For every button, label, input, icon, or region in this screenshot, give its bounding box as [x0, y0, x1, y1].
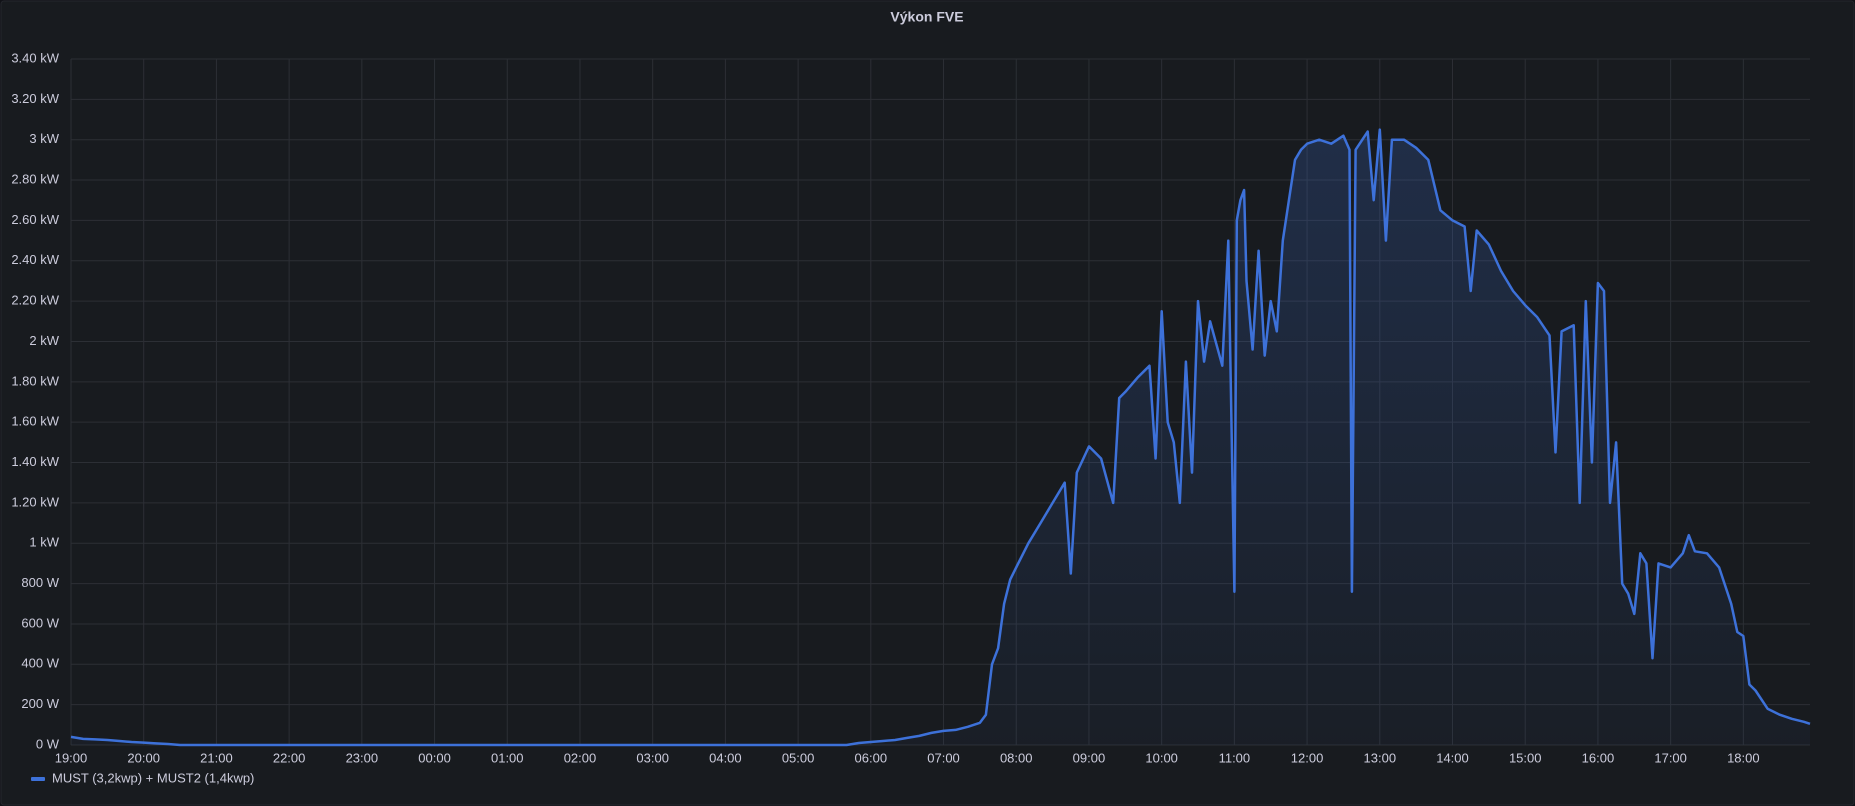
legend-swatch	[31, 777, 45, 781]
x-tick-label: 12:00	[1291, 750, 1324, 765]
x-tick-label: 16:00	[1582, 750, 1615, 765]
x-tick-label: 15:00	[1509, 750, 1542, 765]
x-tick-label: 07:00	[927, 750, 960, 765]
x-tick-label: 13:00	[1364, 750, 1397, 765]
x-tick-label: 00:00	[418, 750, 451, 765]
legend-label: MUST (3,2kwp) + MUST2 (1,4kwp)	[52, 770, 254, 785]
panel-title: Výkon FVE	[890, 9, 963, 25]
x-tick-label: 09:00	[1073, 750, 1106, 765]
x-tick-label: 02:00	[564, 750, 597, 765]
y-tick-label: 1 kW	[29, 535, 59, 550]
y-tick-label: 1.20 kW	[11, 494, 59, 509]
y-tick-label: 400 W	[21, 656, 59, 671]
y-tick-label: 1.40 kW	[11, 454, 59, 469]
y-tick-label: 3.40 kW	[11, 50, 59, 65]
y-tick-label: 2.80 kW	[11, 171, 59, 186]
x-tick-label: 18:00	[1727, 750, 1760, 765]
y-tick-label: 2.60 kW	[11, 212, 59, 227]
y-tick-label: 800 W	[21, 575, 59, 590]
x-tick-label: 14:00	[1436, 750, 1469, 765]
y-tick-label: 3 kW	[29, 131, 59, 146]
y-tick-label: 1.60 kW	[11, 414, 59, 429]
x-tick-label: 01:00	[491, 750, 524, 765]
y-tick-label: 2 kW	[29, 333, 59, 348]
y-tick-label: 600 W	[21, 615, 59, 630]
y-tick-label: 1.80 kW	[11, 373, 59, 388]
x-tick-label: 21:00	[200, 750, 233, 765]
y-tick-label: 0 W	[36, 736, 60, 751]
x-tick-label: 06:00	[855, 750, 888, 765]
y-tick-label: 200 W	[21, 696, 59, 711]
x-tick-label: 08:00	[1000, 750, 1033, 765]
y-tick-label: 3.20 kW	[11, 91, 59, 106]
line	[70, 128, 1811, 747]
x-tick-label: 05:00	[782, 750, 815, 765]
x-tick-label: 04:00	[709, 750, 742, 765]
x-tick-label: 19:00	[55, 750, 88, 765]
x-tick-label: 17:00	[1654, 750, 1687, 765]
x-tick-label: 23:00	[346, 750, 379, 765]
y-tick-label: 2.40 kW	[11, 252, 59, 267]
x-tick-label: 22:00	[273, 750, 306, 765]
x-tick-label: 10:00	[1145, 750, 1178, 765]
x-tick-label: 20:00	[127, 750, 160, 765]
area	[71, 129, 1810, 746]
x-tick-label: 03:00	[636, 750, 669, 765]
y-tick-label: 2.20 kW	[11, 293, 59, 308]
x-tick-label: 11:00	[1219, 750, 1251, 765]
